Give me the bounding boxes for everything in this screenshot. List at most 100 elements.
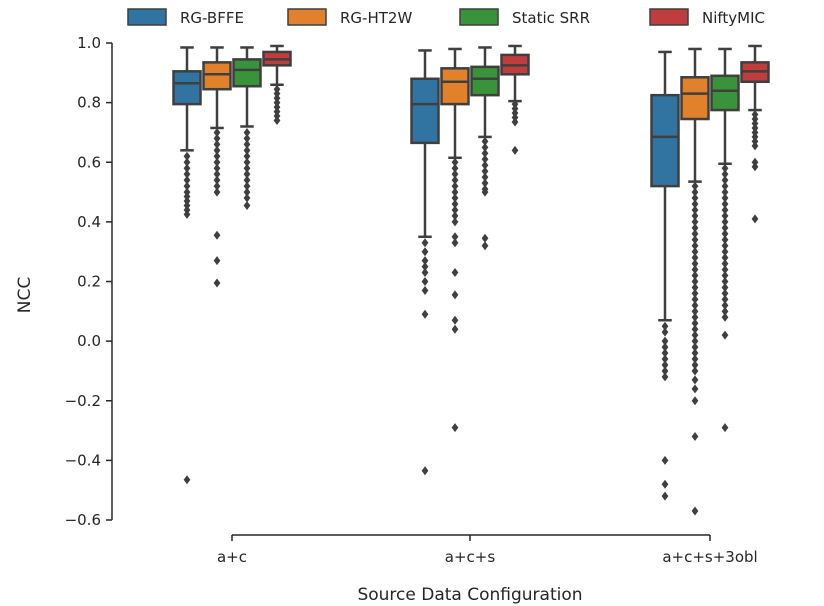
outlier-point — [243, 127, 251, 137]
outlier-point — [691, 187, 699, 197]
box-iqr — [710, 74, 740, 112]
outlier-point — [691, 271, 699, 281]
outlier-point — [691, 336, 699, 346]
outlier-point — [451, 205, 459, 215]
outlier-point — [421, 262, 429, 272]
outlier-point — [691, 360, 699, 370]
outlier-point — [451, 238, 459, 248]
outlier-point — [691, 306, 699, 316]
outlier-point — [511, 117, 519, 127]
outlier-point — [691, 265, 699, 275]
outlier-point — [721, 211, 729, 221]
x-axis-title: Source Data Configuration — [357, 585, 582, 605]
box-static-srr-2 — [470, 46, 500, 251]
outlier-point — [421, 247, 429, 257]
outlier-point — [721, 265, 729, 275]
outlier-point — [661, 354, 669, 364]
outlier-point — [691, 288, 699, 298]
box-niftymic-1 — [262, 44, 292, 126]
box-niftymic-2 — [500, 44, 530, 155]
outlier-point — [421, 285, 429, 295]
box-rg-ht2w-3 — [680, 47, 710, 516]
box-static-srr-1 — [232, 46, 262, 210]
outlier-point — [481, 187, 489, 197]
outlier-point — [661, 455, 669, 465]
outlier-point — [691, 282, 699, 292]
outlier-point — [243, 187, 251, 197]
outlier-point — [243, 175, 251, 185]
box-static-srr-3 — [710, 47, 740, 433]
legend-label: RG-HT2W — [340, 9, 412, 27]
outlier-point — [661, 321, 669, 331]
legend-swatch — [649, 8, 689, 26]
outlier-point — [481, 160, 489, 170]
outlier-point — [661, 366, 669, 376]
outlier-point — [481, 178, 489, 188]
outlier-point — [243, 157, 251, 167]
outlier-point — [721, 247, 729, 257]
box-rg-ht2w-1 — [202, 46, 232, 288]
outlier-point — [721, 282, 729, 292]
outlier-point — [183, 169, 191, 179]
x-tick-label: a+c — [217, 548, 247, 566]
outlier-point — [691, 342, 699, 352]
box-iqr — [232, 58, 262, 88]
outlier-point — [183, 163, 191, 173]
outlier-point — [691, 300, 699, 310]
outlier-point — [451, 157, 459, 167]
outlier-point — [751, 141, 759, 151]
outlier-point — [451, 181, 459, 191]
outlier-point — [721, 187, 729, 197]
outlier-point — [213, 133, 221, 143]
box-niftymic-3 — [740, 44, 770, 224]
y-tick-label: −0.6 — [65, 511, 101, 529]
y-tick-label: 0.0 — [77, 332, 101, 350]
outlier-point — [481, 241, 489, 251]
outlier-point — [691, 277, 699, 286]
y-axis-title: NCC — [15, 277, 35, 313]
outlier-point — [213, 187, 221, 197]
outlier-point — [691, 193, 699, 203]
outlier-point — [691, 366, 699, 376]
outlier-point — [421, 309, 429, 319]
outlier-point — [721, 423, 729, 433]
outlier-point — [721, 175, 729, 185]
legend-item-static-srr: Static SRR — [459, 8, 590, 27]
y-tick-label: 0.8 — [77, 94, 101, 112]
legend-swatch — [127, 8, 167, 26]
outlier-point — [691, 348, 699, 358]
box-iqr — [440, 67, 470, 106]
outlier-point — [451, 175, 459, 185]
outlier-point — [511, 145, 519, 155]
x-tick-label: a+c+s+3obl — [662, 548, 757, 566]
outlier-point — [721, 217, 729, 227]
outlier-point — [243, 163, 251, 173]
outlier-point — [691, 235, 699, 245]
outlier-point — [721, 235, 729, 245]
outlier-point — [751, 214, 759, 224]
outlier-point — [661, 327, 669, 337]
outlier-point — [721, 169, 729, 179]
outlier-point — [481, 166, 489, 176]
outlier-point — [183, 175, 191, 185]
outlier-point — [691, 318, 699, 328]
box-rg-ht2w-2 — [440, 47, 470, 433]
outlier-point — [421, 238, 429, 248]
legend-item-rg-bffe: RG-BFFE — [127, 8, 244, 27]
box-iqr — [470, 65, 500, 97]
y-tick-label: 1.0 — [77, 34, 101, 52]
outlier-point — [243, 145, 251, 155]
outlier-point — [451, 324, 459, 334]
outlier-point — [661, 342, 669, 352]
outlier-point — [421, 466, 429, 476]
outlier-point — [213, 175, 221, 185]
outlier-point — [691, 294, 699, 304]
outlier-point — [213, 139, 221, 149]
outlier-point — [421, 256, 429, 266]
outlier-point — [213, 157, 221, 167]
outlier-point — [481, 142, 489, 152]
outlier-point — [721, 253, 729, 263]
outlier-point — [183, 151, 191, 161]
legend-label: NiftyMIC — [702, 9, 765, 27]
